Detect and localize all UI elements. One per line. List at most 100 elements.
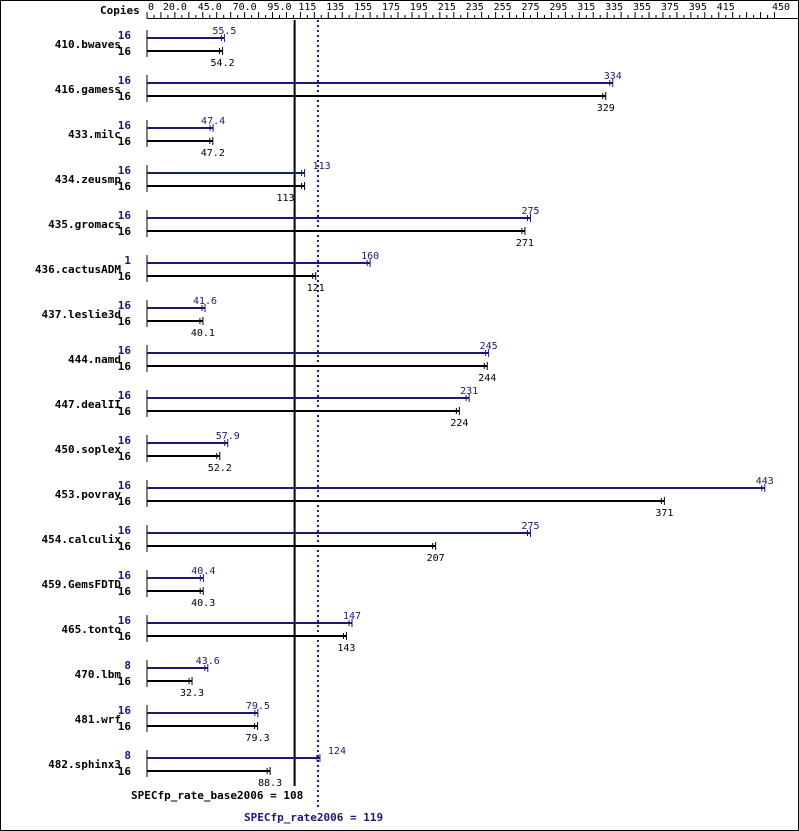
benchmark-label: 437.leslie3d bbox=[42, 308, 121, 321]
peak-value-label: 41.6 bbox=[193, 296, 217, 307]
benchmark-label: 410.bwaves bbox=[55, 38, 121, 51]
peak-value-label: 124 bbox=[328, 746, 346, 757]
peak-value-label: 443 bbox=[756, 476, 774, 487]
peak-value-label: 43.6 bbox=[196, 656, 220, 667]
benchmark-label: 454.calculix bbox=[42, 533, 122, 546]
base-value-label: 54.2 bbox=[211, 58, 235, 69]
x-tick-label: 155 bbox=[354, 2, 372, 13]
peak-value-label: 147 bbox=[343, 611, 361, 622]
x-tick-label: 95.0 bbox=[267, 2, 291, 13]
base-value-label: 113 bbox=[277, 193, 295, 204]
x-tick-label: 415 bbox=[717, 2, 735, 13]
x-tick-label: 20.0 bbox=[163, 2, 187, 13]
x-tick-label: 235 bbox=[466, 2, 484, 13]
peak-copies: 16 bbox=[118, 119, 132, 132]
base-value-label: 143 bbox=[337, 643, 355, 654]
peak-value-label: 160 bbox=[361, 251, 379, 262]
base-copies: 16 bbox=[118, 675, 132, 688]
base-copies: 16 bbox=[118, 315, 132, 328]
benchmark-label: 470.lbm bbox=[75, 668, 122, 681]
base-copies: 16 bbox=[118, 495, 132, 508]
base-value-label: 271 bbox=[516, 238, 534, 249]
peak-copies: 16 bbox=[118, 434, 132, 447]
base-value-label: 47.2 bbox=[201, 148, 225, 159]
x-tick-label: 135 bbox=[326, 2, 344, 13]
benchmark-label: 450.soplex bbox=[55, 443, 122, 456]
peak-copies: 16 bbox=[118, 344, 132, 357]
x-tick-label: 195 bbox=[410, 2, 428, 13]
base-copies: 16 bbox=[118, 540, 132, 553]
x-tick-label: 70.0 bbox=[233, 2, 257, 13]
peak-value-label: 113 bbox=[313, 161, 331, 172]
base-value-label: 244 bbox=[478, 373, 496, 384]
peak-copies: 1 bbox=[124, 254, 131, 267]
peak-value-label: 47.4 bbox=[201, 116, 225, 127]
base-value-label: 121 bbox=[307, 283, 325, 294]
peak-overall-label: SPECfp_rate2006 = 119 bbox=[244, 811, 383, 824]
peak-value-label: 245 bbox=[480, 341, 498, 352]
x-tick-label: 255 bbox=[494, 2, 512, 13]
benchmark-label: 416.gamess bbox=[55, 83, 121, 96]
peak-copies: 8 bbox=[124, 659, 131, 672]
base-copies: 16 bbox=[118, 90, 132, 103]
peak-value-label: 55.5 bbox=[212, 26, 236, 37]
peak-value-label: 57.9 bbox=[216, 431, 240, 442]
peak-copies: 16 bbox=[118, 614, 132, 627]
peak-copies: 16 bbox=[118, 29, 132, 42]
base-value-label: 329 bbox=[597, 103, 615, 114]
base-value-label: 52.2 bbox=[208, 463, 232, 474]
benchmark-label: 453.povray bbox=[55, 488, 122, 501]
base-copies: 16 bbox=[118, 180, 132, 193]
base-value-label: 32.3 bbox=[180, 688, 204, 699]
peak-value-label: 275 bbox=[521, 521, 539, 532]
peak-copies: 16 bbox=[118, 479, 132, 492]
x-tick-label: 375 bbox=[661, 2, 679, 13]
base-value-label: 40.3 bbox=[191, 598, 215, 609]
peak-copies: 16 bbox=[118, 209, 132, 222]
benchmark-label: 465.tonto bbox=[61, 623, 121, 636]
x-tick-label: 395 bbox=[689, 2, 707, 13]
base-value-label: 224 bbox=[450, 418, 468, 429]
peak-value-label: 334 bbox=[604, 71, 622, 82]
peak-value-label: 79.5 bbox=[246, 701, 270, 712]
base-copies: 16 bbox=[118, 585, 132, 598]
benchmark-label: 436.cactusADM bbox=[35, 263, 121, 276]
benchmark-label: 444.namd bbox=[68, 353, 121, 366]
base-copies: 16 bbox=[118, 720, 132, 733]
peak-copies: 16 bbox=[118, 704, 132, 717]
base-value-label: 40.1 bbox=[191, 328, 215, 339]
x-tick-label: 45.0 bbox=[198, 2, 222, 13]
peak-copies: 16 bbox=[118, 524, 132, 537]
peak-value-label: 275 bbox=[521, 206, 539, 217]
x-tick-label: 450 bbox=[772, 2, 790, 13]
peak-copies: 16 bbox=[118, 74, 132, 87]
base-overall-label: SPECfp_rate_base2006 = 108 bbox=[131, 789, 303, 802]
benchmark-label: 435.gromacs bbox=[48, 218, 121, 231]
peak-copies: 16 bbox=[118, 164, 132, 177]
benchmark-label: 447.dealII bbox=[55, 398, 121, 411]
peak-value-label: 40.4 bbox=[191, 566, 215, 577]
base-copies: 16 bbox=[118, 405, 132, 418]
base-copies: 16 bbox=[118, 360, 132, 373]
base-value-label: 88.3 bbox=[258, 778, 282, 789]
base-copies: 16 bbox=[118, 450, 132, 463]
base-copies: 16 bbox=[118, 270, 132, 283]
x-tick-label: 275 bbox=[521, 2, 539, 13]
benchmark-label: 433.milc bbox=[68, 128, 121, 141]
peak-copies: 16 bbox=[118, 299, 132, 312]
copies-header: Copies bbox=[100, 4, 140, 17]
peak-value-label: 231 bbox=[460, 386, 478, 397]
x-tick-label: 355 bbox=[633, 2, 651, 13]
base-copies: 16 bbox=[118, 135, 132, 148]
base-value-label: 79.3 bbox=[246, 733, 270, 744]
peak-copies: 16 bbox=[118, 389, 132, 402]
x-tick-label: 295 bbox=[549, 2, 567, 13]
benchmark-label: 434.zeusmp bbox=[55, 173, 122, 186]
peak-copies: 8 bbox=[124, 749, 131, 762]
base-copies: 16 bbox=[118, 225, 132, 238]
x-tick-label: 175 bbox=[382, 2, 400, 13]
base-copies: 16 bbox=[118, 765, 132, 778]
x-tick-label: 335 bbox=[605, 2, 623, 13]
